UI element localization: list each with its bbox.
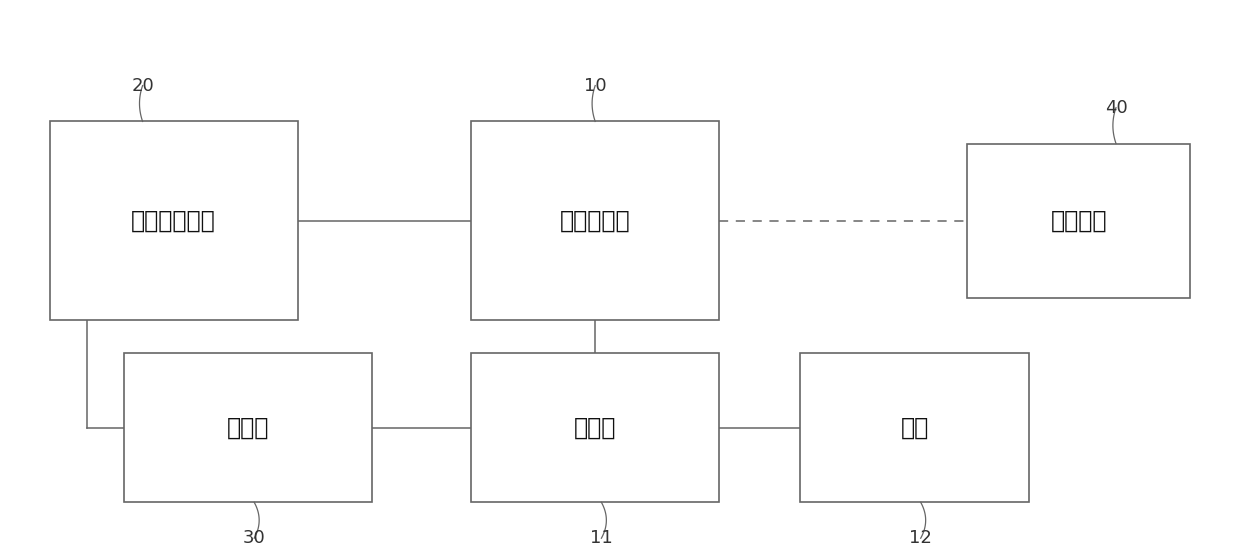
Bar bbox=[124, 353, 372, 502]
Text: 第二终端: 第二终端 bbox=[1050, 209, 1107, 233]
Text: 40: 40 bbox=[1105, 99, 1127, 116]
Text: 测试仪: 测试仪 bbox=[227, 416, 269, 440]
Text: 待测路由器: 待测路由器 bbox=[560, 209, 630, 233]
Text: 12: 12 bbox=[909, 529, 932, 547]
Bar bbox=[967, 144, 1190, 298]
Text: 第一控制终端: 第一控制终端 bbox=[131, 209, 216, 233]
Text: 11: 11 bbox=[590, 529, 613, 547]
Text: 功分器: 功分器 bbox=[574, 416, 616, 440]
Text: 20: 20 bbox=[131, 77, 154, 94]
Bar bbox=[800, 353, 1029, 502]
Text: 10: 10 bbox=[584, 77, 606, 94]
Bar bbox=[471, 121, 719, 320]
Text: 天线: 天线 bbox=[900, 416, 929, 440]
Text: 30: 30 bbox=[243, 529, 265, 547]
Bar bbox=[50, 121, 298, 320]
Bar bbox=[471, 353, 719, 502]
